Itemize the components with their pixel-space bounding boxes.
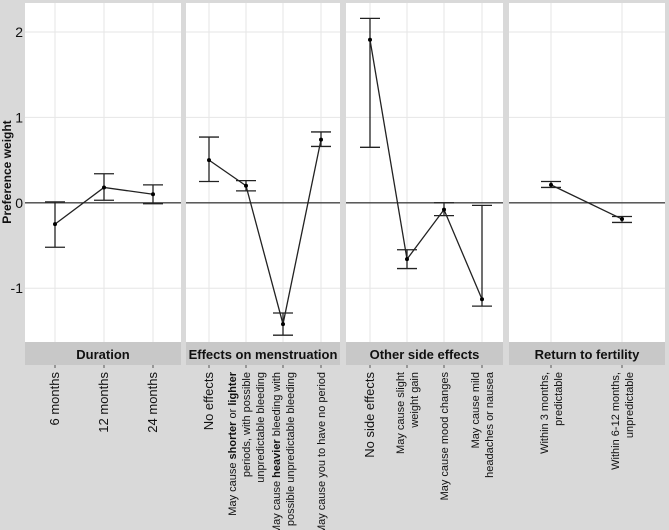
label-segment: unpredictable bleeding: [255, 372, 267, 483]
panel-background: [25, 3, 181, 342]
x-tick-label: May cause you to have no period: [316, 372, 328, 530]
y-tick-label: 1: [15, 109, 23, 125]
data-point: [620, 217, 624, 222]
label-segment: Within 3 months,: [539, 372, 551, 454]
x-tick-label-line: Within 6-12 months,: [610, 372, 622, 470]
x-tick-label: May cause mild headaches or nausea: [470, 371, 496, 478]
facet-title: Other side effects: [370, 347, 480, 362]
x-tick-label-line: No side effects: [362, 372, 377, 458]
data-point: [405, 257, 409, 262]
x-tick-label: 12 months: [96, 372, 111, 433]
panel-effects-on-menstruation: Effects on menstruation No effects May cau…: [186, 3, 340, 530]
x-tick-label-line: weight gain: [409, 372, 421, 429]
facet-title: Duration: [76, 347, 130, 362]
label-segment: predictable: [553, 372, 565, 426]
label-segment: May cause: [271, 478, 283, 530]
label-segment: May cause mild: [470, 372, 482, 448]
series-line: [550, 184, 623, 220]
series-line: [208, 139, 322, 325]
facet-title: Effects on menstruation: [189, 347, 338, 362]
x-tick-label-line: Within 3 months,: [539, 372, 551, 454]
data-point: [207, 158, 211, 163]
x-tick-label-line: May cause slight: [395, 372, 407, 454]
facet-strip: [25, 342, 181, 365]
y-tick-label: 2: [15, 24, 23, 40]
x-tick-label-line: unpredictable: [624, 372, 636, 438]
panel-background: [509, 3, 665, 342]
label-segment: Within 6-12 months,: [610, 372, 622, 470]
label-segment: possible unpredictable bleeding: [285, 372, 297, 526]
label-segment: May cause: [227, 459, 239, 515]
x-tick-label: May cause heavier bleeding with possible …: [271, 372, 297, 530]
x-tick-label-line: headaches or nausea: [484, 371, 496, 478]
label-segment: May cause you to have no period: [316, 372, 328, 530]
data-point: [102, 185, 106, 190]
facet-title: Return to fertility: [535, 347, 640, 362]
data-point: [244, 183, 248, 188]
data-point: [549, 182, 553, 187]
x-tick-label-line: unpredictable bleeding: [255, 372, 267, 483]
label-segment: periods, with possible: [241, 372, 253, 477]
x-tick-label: No effects: [201, 372, 216, 431]
label-segment: shorter: [227, 421, 239, 460]
panel-other-side-effects: Other side effects No side effects May cau…: [346, 3, 503, 500]
label-segment: 6 months: [47, 372, 62, 426]
series-line: [369, 39, 483, 300]
x-tick-label: No side effects: [362, 372, 377, 458]
y-tick-label: -1: [11, 280, 24, 296]
x-tick-label: Within 3 months, predictable: [539, 372, 565, 454]
label-segment: weight gain: [409, 372, 421, 429]
label-segment: bleeding with: [271, 372, 283, 439]
label-segment: or: [227, 406, 239, 422]
label-segment: 24 months: [145, 372, 160, 433]
x-tick-label: Within 6-12 months, unpredictable: [610, 372, 636, 470]
facet-strip: [509, 342, 665, 365]
x-tick-label: 24 months: [145, 372, 160, 433]
x-tick-label-line: May cause you to have no period: [316, 372, 328, 530]
panel-duration: Duration 6 months 12 months 24 months: [25, 3, 181, 433]
label-segment: 12 months: [96, 372, 111, 433]
data-point: [442, 207, 446, 212]
data-point: [319, 137, 323, 142]
x-tick-label-line: May cause mood changes: [439, 372, 451, 501]
y-axis-label: Preference weight: [0, 120, 14, 223]
x-tick-label-line: No effects: [201, 372, 216, 431]
data-point: [151, 192, 155, 197]
data-point: [480, 297, 484, 302]
label-segment: May cause slight: [395, 372, 407, 454]
y-tick-label: 0: [15, 195, 23, 211]
data-point: [368, 37, 372, 42]
data-point: [281, 322, 285, 327]
facet-strip: [346, 342, 503, 365]
x-tick-label-line: May cause shorter or lighter: [227, 371, 239, 515]
label-segment: heavier: [271, 439, 283, 478]
label-segment: headaches or nausea: [484, 371, 496, 478]
label-segment: unpredictable: [624, 372, 636, 438]
data-point: [53, 222, 57, 227]
label-segment: May cause mood changes: [439, 372, 451, 501]
x-tick-label-line: 24 months: [145, 372, 160, 433]
x-tick-label: May cause slight weight gain: [395, 372, 421, 454]
x-tick-label-line: predictable: [553, 372, 565, 426]
x-tick-label-line: possible unpredictable bleeding: [285, 372, 297, 526]
x-tick-label: May cause shorter or lighter periods, wit…: [227, 371, 267, 515]
panel-return-to-fertility: Return to fertility Within 3 months, predi…: [509, 3, 665, 470]
x-tick-label-line: May cause heavier bleeding with: [271, 372, 283, 530]
label-segment: No effects: [201, 372, 216, 431]
x-tick-label-line: 12 months: [96, 372, 111, 433]
label-segment: No side effects: [362, 372, 377, 458]
label-segment: lighter: [227, 371, 239, 405]
x-tick-label: May cause mood changes: [439, 372, 451, 501]
x-tick-label: 6 months: [47, 372, 62, 426]
x-tick-label-line: periods, with possible: [241, 372, 253, 477]
x-tick-label-line: May cause mild: [470, 372, 482, 448]
x-tick-label-line: 6 months: [47, 372, 62, 426]
facet-strip: [186, 342, 340, 365]
